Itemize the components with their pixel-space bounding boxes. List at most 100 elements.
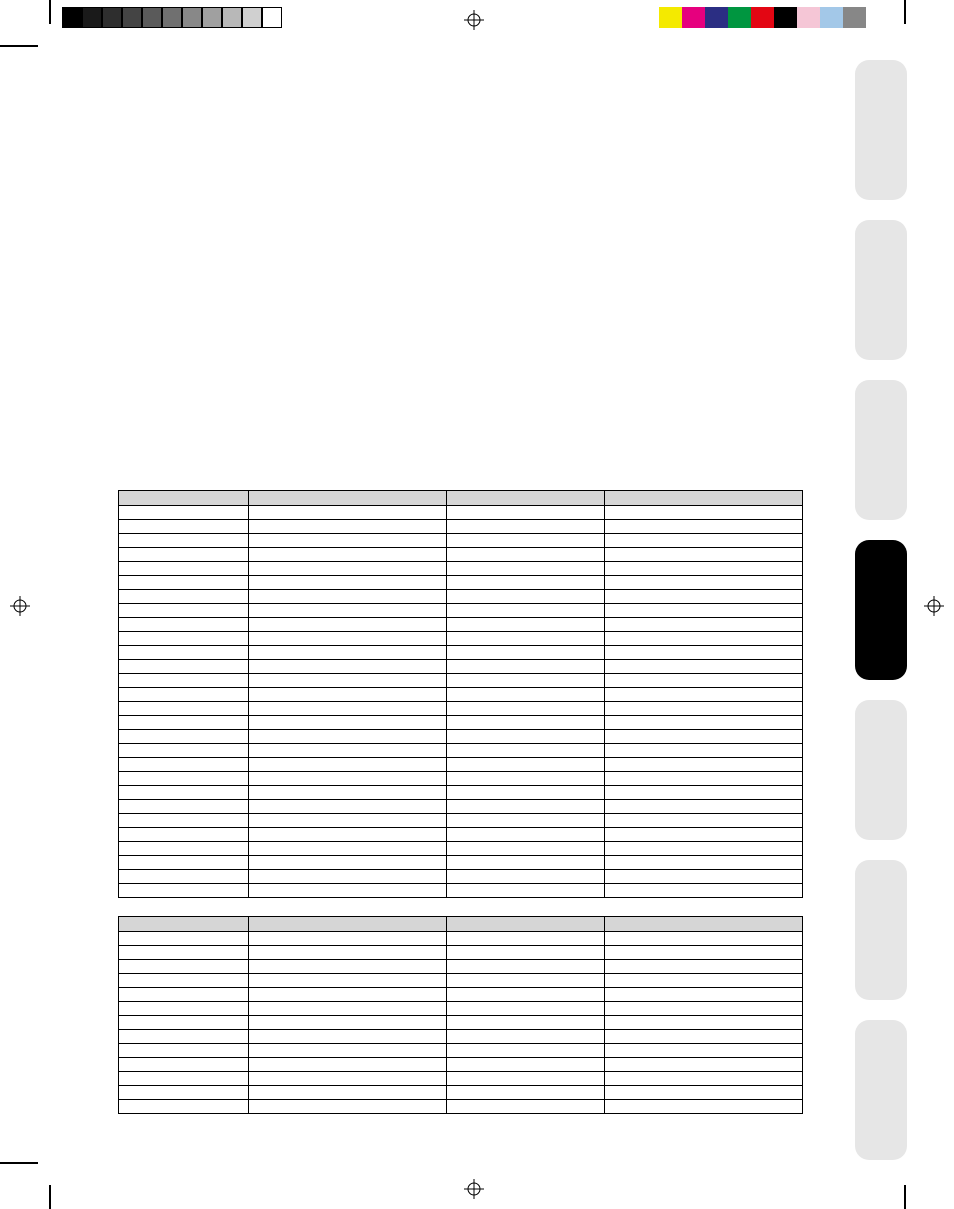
table-cell [248, 1030, 446, 1044]
table-row [119, 870, 803, 884]
table-cell [119, 562, 249, 576]
table-cell [604, 1030, 802, 1044]
table-cell [447, 534, 604, 548]
table-row [119, 716, 803, 730]
table-row [119, 618, 803, 632]
table-cell [248, 674, 446, 688]
table-cell [447, 702, 604, 716]
colorbar-swatch [820, 7, 843, 28]
table-cell [447, 856, 604, 870]
table-cell [604, 800, 802, 814]
table-cell [604, 1100, 802, 1114]
crop-tick [904, 1185, 906, 1209]
table-cell [604, 590, 802, 604]
table-cell [447, 800, 604, 814]
table-row [119, 960, 803, 974]
table-row [119, 828, 803, 842]
table-cell [604, 1058, 802, 1072]
table-cell [119, 884, 249, 898]
table-cell [604, 828, 802, 842]
colorbar-swatch [659, 7, 682, 28]
table-cell [119, 1072, 249, 1086]
table-cell [604, 618, 802, 632]
table-cell [119, 632, 249, 646]
crop-tick [904, 0, 906, 24]
table-row [119, 520, 803, 534]
table-cell [604, 842, 802, 856]
table-cell [119, 1100, 249, 1114]
colorbar-swatch [751, 7, 774, 28]
table-row [119, 506, 803, 520]
colorbar-swatch [682, 7, 705, 28]
table-cell [248, 744, 446, 758]
colorbar-swatch [797, 7, 820, 28]
table-cell [248, 646, 446, 660]
table-cell [447, 716, 604, 730]
table-row [119, 632, 803, 646]
table-cell [604, 870, 802, 884]
table-cell [447, 960, 604, 974]
crop-tick [49, 0, 51, 24]
table-cell [604, 534, 802, 548]
table-cell [248, 604, 446, 618]
table-cell [604, 730, 802, 744]
table-cell [248, 786, 446, 800]
ramp-swatch [242, 7, 262, 28]
table-cell [604, 562, 802, 576]
table-row [119, 1044, 803, 1058]
table-cell [119, 870, 249, 884]
section-tab [855, 1020, 907, 1160]
table-cell [119, 730, 249, 744]
table-cell [447, 814, 604, 828]
crop-tick [0, 45, 38, 47]
ramp-swatch [142, 7, 162, 28]
table-cell [604, 1072, 802, 1086]
table-cell [119, 828, 249, 842]
table-cell [248, 800, 446, 814]
table-cell [248, 974, 446, 988]
data-table-b [118, 916, 803, 1114]
table-header-cell [119, 491, 249, 506]
table-cell [604, 814, 802, 828]
table-cell [248, 946, 446, 960]
table-cell [248, 520, 446, 534]
table-row [119, 548, 803, 562]
table-row [119, 1058, 803, 1072]
table-cell [119, 842, 249, 856]
table-cell [119, 660, 249, 674]
table-cell [447, 1072, 604, 1086]
table-cell [119, 604, 249, 618]
table-row [119, 702, 803, 716]
colorbar-swatch [705, 7, 728, 28]
color-bar [659, 7, 866, 28]
grayscale-ramp [62, 7, 282, 28]
table-cell [248, 1016, 446, 1030]
table-cell [248, 1100, 446, 1114]
table-header-cell [119, 917, 249, 932]
table-cell [248, 960, 446, 974]
table-cell [248, 688, 446, 702]
table-cell [447, 786, 604, 800]
table-cell [604, 716, 802, 730]
table-cell [447, 884, 604, 898]
table-row [119, 758, 803, 772]
colorbar-swatch [728, 7, 751, 28]
section-tabs [855, 60, 907, 1180]
table-row [119, 786, 803, 800]
colorbar-swatch [843, 7, 866, 28]
table-cell [119, 856, 249, 870]
table-cell [604, 674, 802, 688]
table-row [119, 856, 803, 870]
table-cell [447, 1058, 604, 1072]
table-cell [119, 688, 249, 702]
ramp-swatch [162, 7, 182, 28]
table-header-cell [447, 917, 604, 932]
table-row [119, 974, 803, 988]
table-cell [248, 870, 446, 884]
table-cell [248, 988, 446, 1002]
table-cell [119, 1044, 249, 1058]
table-row [119, 730, 803, 744]
table-cell [604, 758, 802, 772]
table-cell [248, 884, 446, 898]
table-cell [248, 758, 446, 772]
